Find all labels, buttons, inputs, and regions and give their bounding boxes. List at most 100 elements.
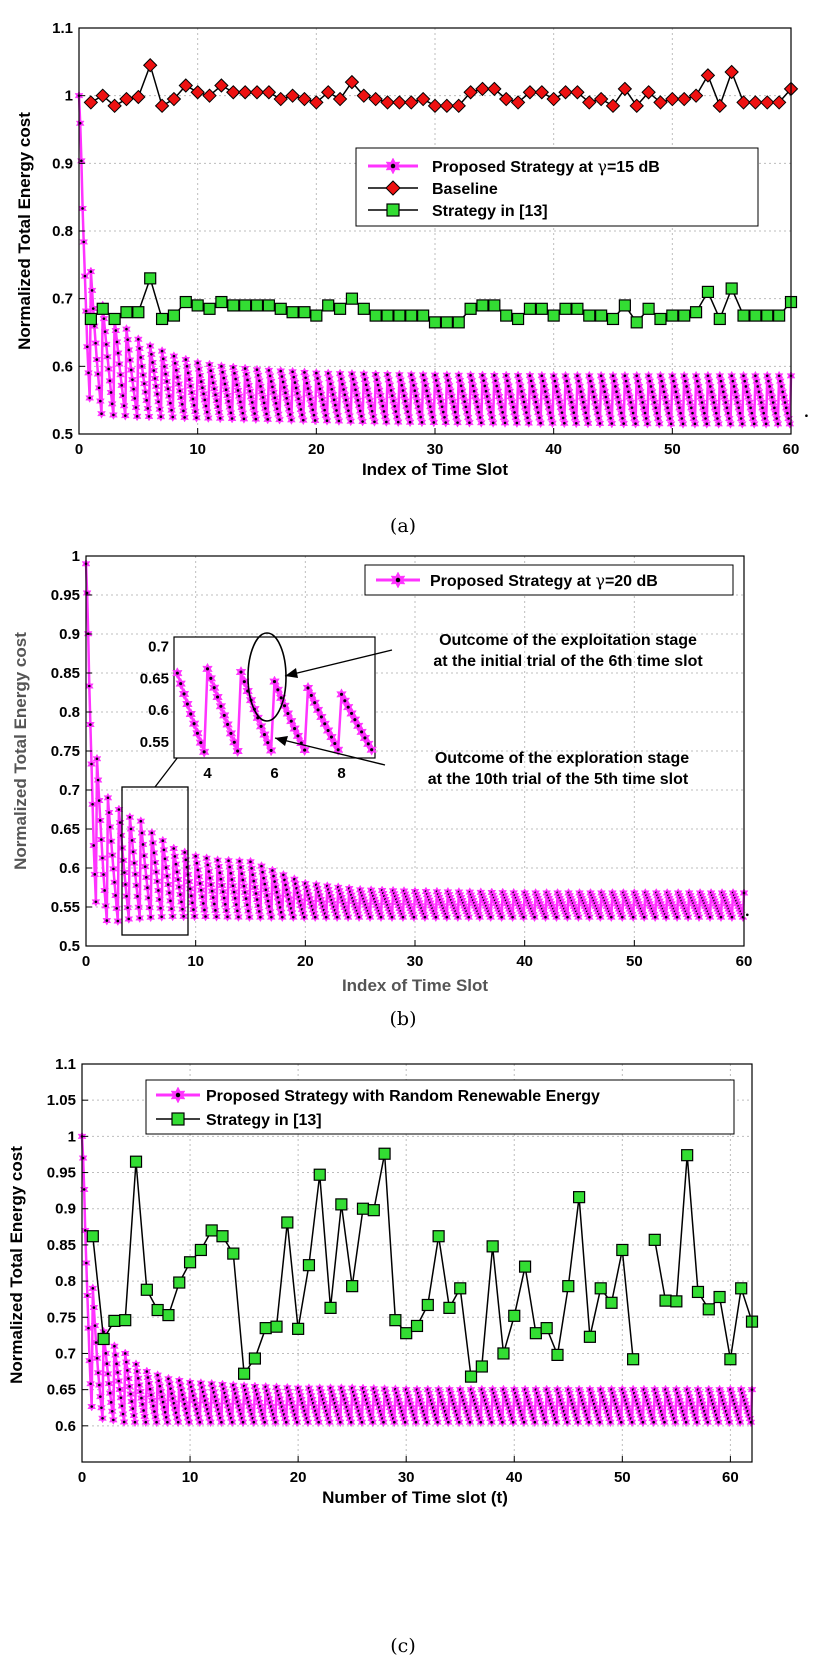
data-point — [114, 804, 124, 815]
data-point — [345, 292, 359, 305]
data-point — [476, 1417, 486, 1428]
data-point — [497, 912, 506, 923]
data-point — [170, 851, 180, 862]
data-point — [262, 299, 275, 312]
data-point — [156, 411, 166, 422]
x-tick-label: 40 — [506, 1469, 523, 1486]
data-point — [346, 1417, 356, 1428]
data-point — [643, 418, 652, 429]
data-point — [129, 858, 139, 869]
data-point — [749, 309, 762, 322]
legend-label-strategy13: Strategy in [13] — [432, 203, 548, 220]
x-axis-label: Number of Time slot (t) — [322, 1488, 508, 1507]
data-point — [288, 912, 298, 923]
y-tick-label: 0.75 — [47, 1309, 76, 1326]
data-point — [702, 1303, 715, 1316]
data-point — [281, 1417, 291, 1428]
data-point — [380, 95, 395, 110]
data-point — [405, 417, 415, 428]
data-point — [79, 236, 89, 247]
y-tick-label: 0.95 — [51, 587, 80, 604]
inset-x-tick-label: 6 — [270, 765, 278, 782]
data-point — [552, 1417, 561, 1428]
data-point — [488, 417, 498, 428]
data-point — [559, 418, 569, 429]
data-point — [150, 373, 160, 384]
data-point — [322, 415, 332, 426]
data-point — [771, 95, 787, 110]
data-point — [162, 376, 172, 387]
data-point — [376, 912, 386, 923]
data-point — [524, 417, 534, 429]
data-point — [139, 850, 149, 861]
data-point — [237, 85, 253, 100]
x-tick-label: 50 — [626, 953, 643, 970]
data-point — [239, 413, 249, 424]
data-point — [172, 866, 182, 877]
data-point — [712, 98, 728, 114]
data-point — [748, 95, 763, 110]
data-point — [500, 309, 513, 322]
data-point — [641, 85, 656, 100]
data-point — [151, 866, 161, 878]
data-point — [273, 91, 288, 107]
data-point — [202, 88, 217, 103]
y-tick-label: 0.9 — [52, 155, 73, 172]
data-point — [650, 912, 660, 923]
data-point — [670, 1295, 683, 1308]
data-point — [145, 902, 154, 913]
data-point — [105, 1388, 115, 1399]
data-point — [310, 415, 320, 426]
data-point — [95, 815, 105, 826]
data-point — [108, 1414, 118, 1425]
data-point — [250, 299, 264, 312]
data-point — [194, 1243, 207, 1257]
legend-marker-square — [386, 203, 400, 217]
x-tick-label: 40 — [516, 953, 533, 970]
data-point — [98, 852, 107, 864]
data-point — [100, 326, 110, 337]
data-point — [606, 1417, 615, 1428]
data-point — [172, 667, 183, 680]
data-point — [451, 98, 466, 114]
x-tick-label: 0 — [75, 441, 83, 458]
y-tick-label: 0.8 — [52, 223, 73, 240]
y-tick-label: 0.8 — [55, 1273, 76, 1290]
data-point — [724, 1353, 737, 1366]
data-point — [508, 912, 517, 923]
data-point — [178, 78, 194, 93]
y-tick-label: 1 — [72, 548, 80, 565]
data-point — [94, 382, 104, 393]
data-point — [488, 299, 501, 312]
data-point — [497, 1347, 510, 1360]
data-point — [215, 295, 228, 309]
data-point — [96, 1391, 105, 1402]
data-point — [96, 302, 109, 315]
x-tick-label: 60 — [783, 441, 800, 458]
data-point — [761, 418, 771, 429]
data-point — [123, 334, 133, 345]
data-point — [595, 1417, 604, 1428]
data-point — [166, 895, 175, 906]
data-point — [773, 418, 783, 429]
data-point — [131, 869, 140, 880]
data-point — [168, 911, 177, 922]
data-point — [309, 95, 324, 110]
data-point — [142, 395, 151, 406]
data-point — [393, 309, 406, 322]
data-point — [334, 415, 344, 427]
data-point — [113, 1367, 123, 1378]
data-point — [385, 157, 401, 175]
data-point — [225, 727, 237, 740]
data-point — [132, 306, 145, 319]
legend-label-strategy13: Strategy in [13] — [206, 1112, 322, 1129]
data-point — [358, 416, 367, 427]
data-point — [83, 1290, 92, 1301]
data-point — [303, 1417, 313, 1428]
y-tick-label: 0.7 — [59, 782, 80, 799]
x-tick-label: 0 — [82, 953, 90, 970]
plot-frame — [81, 1063, 753, 1463]
data-point — [140, 861, 150, 872]
data-point — [735, 1417, 745, 1428]
data-point — [104, 1378, 114, 1389]
